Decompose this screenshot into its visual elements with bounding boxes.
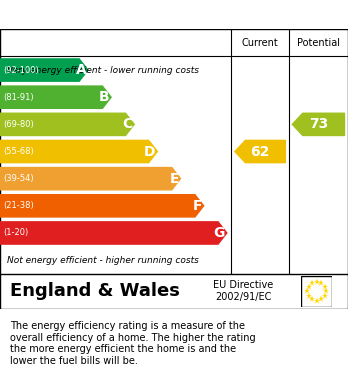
- Text: 73: 73: [309, 117, 328, 131]
- FancyArrow shape: [235, 140, 285, 163]
- Text: B: B: [99, 90, 109, 104]
- Text: G: G: [214, 226, 225, 240]
- Text: (39-54): (39-54): [3, 174, 34, 183]
- Text: Very energy efficient - lower running costs: Very energy efficient - lower running co…: [7, 66, 199, 75]
- FancyArrow shape: [0, 167, 181, 190]
- Text: Current: Current: [242, 38, 278, 48]
- Text: (21-38): (21-38): [3, 201, 34, 210]
- Text: The energy efficiency rating is a measure of the
overall efficiency of a home. T: The energy efficiency rating is a measur…: [10, 321, 256, 366]
- FancyArrow shape: [0, 86, 111, 108]
- FancyArrow shape: [0, 222, 227, 244]
- FancyArrow shape: [0, 59, 88, 81]
- FancyArrow shape: [292, 113, 345, 136]
- Text: A: A: [76, 63, 86, 77]
- Text: (1-20): (1-20): [3, 228, 29, 237]
- Text: Potential: Potential: [297, 38, 340, 48]
- FancyArrow shape: [0, 113, 134, 136]
- Text: (55-68): (55-68): [3, 147, 34, 156]
- Text: 62: 62: [251, 145, 270, 158]
- Text: (92-100): (92-100): [3, 66, 39, 75]
- Text: F: F: [192, 199, 202, 213]
- Text: (69-80): (69-80): [3, 120, 34, 129]
- Text: Energy Efficiency Rating: Energy Efficiency Rating: [10, 7, 220, 22]
- Text: C: C: [122, 117, 133, 131]
- FancyArrow shape: [0, 195, 204, 217]
- Text: England & Wales: England & Wales: [10, 282, 180, 300]
- Text: Not energy efficient - higher running costs: Not energy efficient - higher running co…: [7, 256, 199, 265]
- FancyArrow shape: [0, 140, 157, 163]
- Text: (81-91): (81-91): [3, 93, 34, 102]
- Text: D: D: [144, 145, 156, 158]
- Text: E: E: [169, 172, 179, 186]
- Text: EU Directive
2002/91/EC: EU Directive 2002/91/EC: [213, 280, 274, 302]
